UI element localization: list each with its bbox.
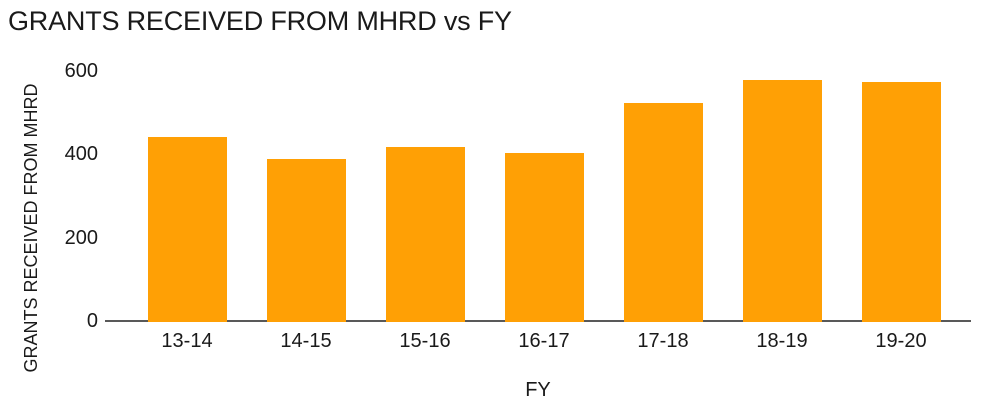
bar-13-14	[147, 137, 227, 322]
x-tick-label: 16-17	[518, 330, 570, 352]
x-tick-label: 18-19	[756, 330, 808, 352]
y-tick-label: 200	[64, 226, 98, 249]
bar-17-18	[623, 103, 703, 322]
x-tick-label: 13-14	[161, 330, 213, 352]
x-tick-label: 19-20	[875, 330, 927, 352]
bar-14-15	[266, 159, 346, 322]
bar-16-17	[504, 153, 584, 322]
y-tick-label: 600	[64, 60, 98, 82]
y-tick-label: 0	[86, 310, 98, 332]
chart-title: GRANTS RECEIVED FROM MHRD vs FY	[8, 6, 512, 36]
bar-18-19	[742, 80, 822, 322]
y-tick-label: 400	[64, 143, 98, 166]
x-tick-label: 14-15	[280, 330, 332, 352]
bar-19-20	[861, 82, 941, 322]
x-axis-title: FY	[525, 379, 551, 401]
x-tick-label: 17-18	[637, 330, 689, 352]
bar-15-16	[385, 147, 465, 322]
x-tick-label: 15-16	[399, 330, 451, 352]
